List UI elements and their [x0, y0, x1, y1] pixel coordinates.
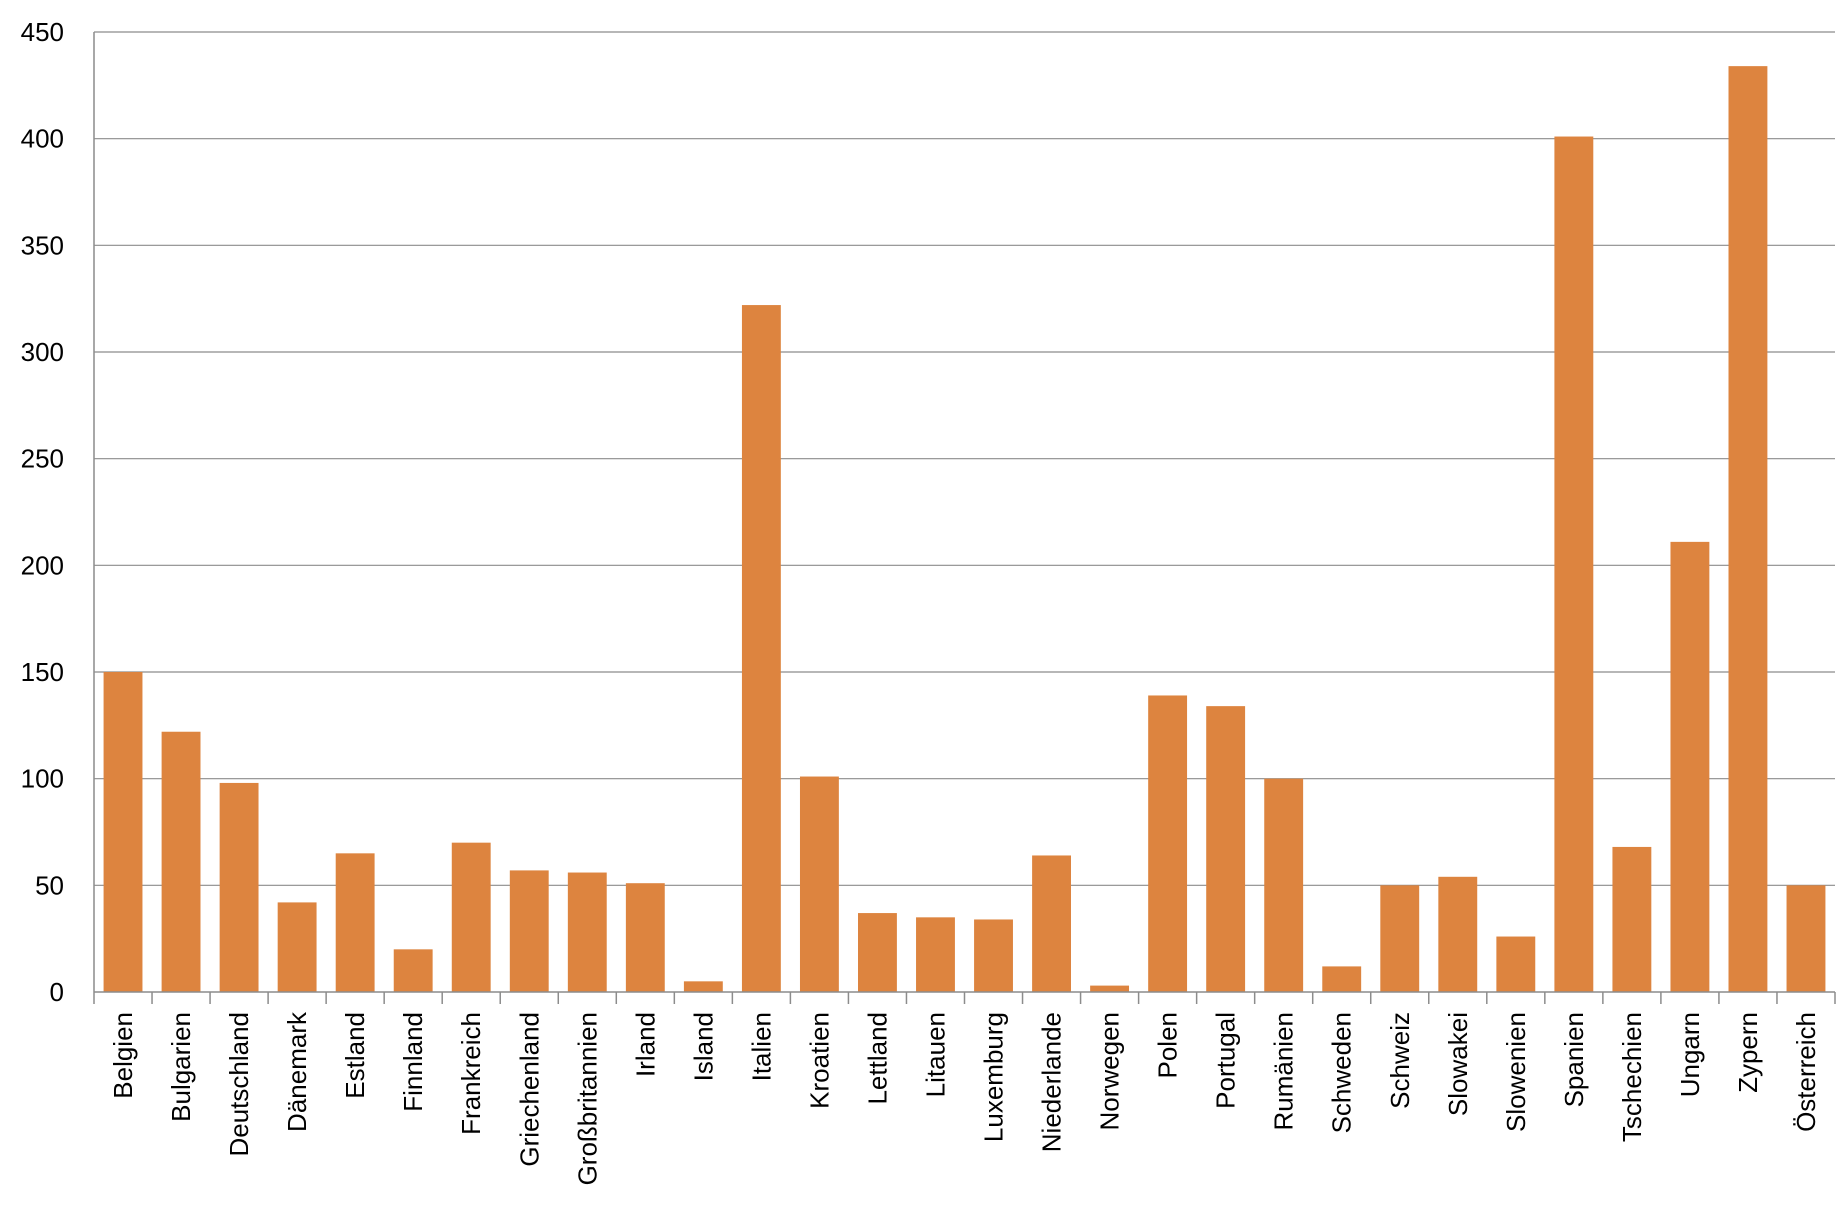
bar	[451, 842, 491, 992]
bar	[625, 883, 665, 992]
bar	[1554, 136, 1594, 993]
bar	[393, 949, 433, 992]
x-category-label: Tschechien	[1617, 1012, 1647, 1142]
bar	[1438, 876, 1478, 992]
gridlines	[94, 31, 1835, 886]
x-category-label: Deutschland	[224, 1012, 254, 1157]
x-category-label: Slowakei	[1443, 1012, 1473, 1116]
bars	[103, 66, 1826, 993]
x-category-label: Estland	[340, 1012, 370, 1099]
y-tick-label: 400	[21, 124, 64, 154]
x-category-label: Schweden	[1327, 1012, 1357, 1133]
bar	[1728, 66, 1768, 993]
bar	[1670, 541, 1710, 992]
bar	[161, 731, 201, 992]
x-category-label: Österreich	[1791, 1012, 1821, 1132]
y-tick-label: 0	[50, 977, 64, 1007]
bar	[1612, 846, 1652, 992]
x-category-label: Griechenland	[514, 1012, 544, 1167]
x-category-label: Norwegen	[1095, 1012, 1125, 1131]
bar	[799, 776, 839, 992]
y-tick-label: 50	[35, 870, 64, 900]
bar	[1090, 985, 1130, 992]
x-axis-category-labels: Belgien Bulgarien Deutschland Dänemark Estla…	[108, 1011, 1821, 1185]
x-category-label: Dänemark	[282, 1011, 312, 1132]
y-tick-label: 250	[21, 444, 64, 474]
bar	[916, 917, 955, 992]
x-category-label: Rumänien	[1269, 1012, 1299, 1131]
x-category-label: Niederlande	[1037, 1012, 1067, 1152]
bar	[509, 870, 549, 992]
bar	[974, 919, 1013, 992]
y-tick-label: 200	[21, 550, 64, 580]
bar	[1264, 778, 1304, 992]
x-category-label: Frankreich	[456, 1012, 486, 1135]
bar	[1380, 885, 1420, 992]
bar	[219, 782, 259, 992]
x-category-label: Lettland	[862, 1012, 892, 1105]
x-category-label: Portugal	[1211, 1012, 1241, 1109]
x-category-label: Slowenien	[1501, 1012, 1531, 1132]
bar	[335, 853, 375, 992]
bar	[1496, 936, 1536, 992]
x-category-label: Bulgarien	[166, 1012, 196, 1122]
y-tick-label: 350	[21, 230, 64, 260]
bar	[103, 672, 143, 992]
bar	[1148, 695, 1188, 992]
x-category-label: Kroatien	[804, 1012, 834, 1109]
bar	[1206, 706, 1246, 992]
x-category-label: Schweiz	[1385, 1012, 1415, 1109]
bar	[277, 902, 317, 992]
x-category-label: Luxemburg	[979, 1012, 1009, 1142]
x-category-label: Polen	[1153, 1012, 1183, 1079]
bar	[1322, 966, 1362, 992]
x-category-label: Italien	[746, 1012, 776, 1081]
x-category-label: Zypern	[1733, 1012, 1763, 1093]
x-category-label: Island	[688, 1012, 718, 1081]
x-category-label: Litauen	[920, 1012, 950, 1097]
bar	[567, 872, 607, 992]
bar	[1786, 885, 1826, 992]
x-category-label: Irland	[630, 1012, 660, 1077]
bar	[1032, 855, 1071, 992]
bar	[683, 981, 723, 992]
bar	[858, 913, 897, 992]
y-tick-label: 150	[21, 657, 64, 687]
y-tick-label: 450	[21, 17, 64, 47]
x-category-label: Ungarn	[1675, 1012, 1705, 1097]
bar	[741, 305, 781, 993]
axes	[93, 32, 1836, 1004]
x-category-label: Finnland	[398, 1012, 428, 1112]
y-axis-tick-labels: 0 50 100 150 200 250 300 350 400 450	[21, 17, 64, 1007]
x-category-label: Belgien	[108, 1012, 138, 1099]
x-category-label: Großbritannien	[572, 1012, 602, 1185]
y-tick-label: 100	[21, 764, 64, 794]
y-tick-label: 300	[21, 337, 64, 367]
x-category-label: Spanien	[1559, 1012, 1589, 1107]
